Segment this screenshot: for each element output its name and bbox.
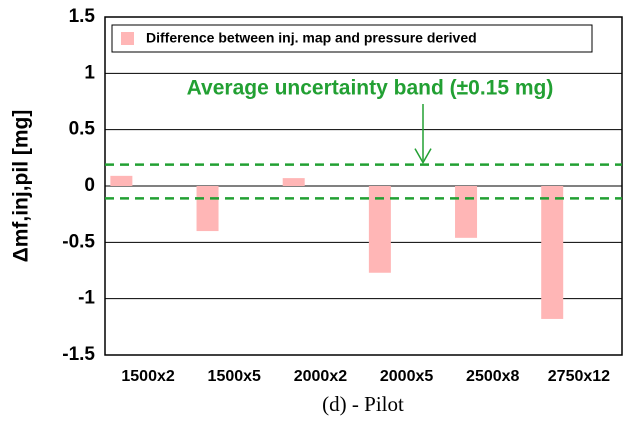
y-tick-label: 1 — [84, 62, 95, 83]
y-tick-label: -1.5 — [62, 344, 95, 365]
y-tick-label: 1.5 — [69, 6, 96, 27]
x-tick-label: 2500x8 — [466, 368, 519, 385]
bar — [196, 186, 219, 232]
bar — [541, 186, 564, 319]
x-tick-label: 1500x5 — [208, 368, 261, 385]
annotation: Average uncertainty band (±0.15 mg) — [187, 77, 554, 100]
x-tick-label: 1500x2 — [121, 368, 174, 385]
bar — [282, 178, 305, 186]
x-tick-label: 2750x12 — [548, 368, 610, 385]
y-tick-label: -1 — [78, 288, 95, 309]
bar — [368, 186, 391, 273]
bar — [110, 175, 133, 186]
y-tick-label: 0 — [84, 175, 95, 196]
bar — [455, 186, 478, 238]
legend-label: Difference between inj. map and pressure… — [146, 30, 477, 46]
arrow-head — [414, 148, 432, 165]
legend-swatch — [121, 32, 134, 45]
y-axis-title: Δmf,inj,pil [mg] — [10, 110, 33, 263]
legend-box — [111, 24, 593, 53]
x-axis-title: (d) - Pilot — [322, 392, 404, 416]
y-tick-label: 0.5 — [69, 119, 96, 140]
x-tick-label: 2000x5 — [380, 368, 433, 385]
x-tick-label: 2000x2 — [294, 368, 347, 385]
y-tick-label: -0.5 — [62, 231, 95, 252]
